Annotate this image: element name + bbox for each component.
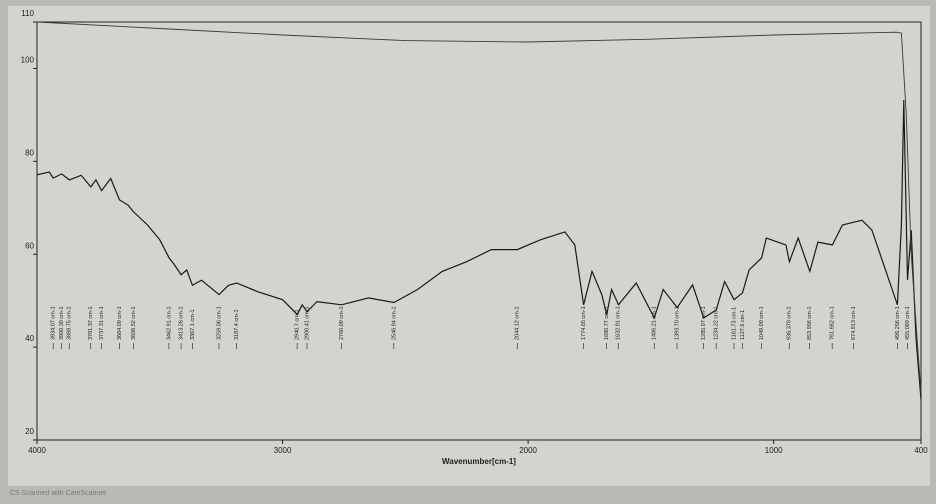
- x-tick-label: 400: [914, 446, 928, 455]
- peak-label: 3462.91 cm-1: [166, 306, 172, 340]
- peak-label: 3900.30 cm-1: [59, 306, 65, 340]
- y-tick-label: 100: [21, 56, 35, 65]
- peak-label: 3259.06 cm-1: [216, 306, 222, 340]
- y-tick-label: 80: [25, 148, 34, 157]
- peak-label: 455.089 cm-1: [905, 306, 911, 340]
- x-tick-label: 1000: [765, 446, 783, 455]
- chart: Wavenumber[cm-1] CS Scanned with CamScan…: [0, 0, 936, 499]
- y-tick-label: 60: [25, 241, 34, 250]
- y-tick-label: 40: [25, 334, 34, 343]
- page: {"chart_data": {"type": "line", "xlabel"…: [0, 0, 936, 499]
- peak-label: 1127.6 cm-1: [740, 310, 746, 340]
- peak-label: 3413.26 cm-1: [179, 306, 185, 340]
- peak-label: 3367.1 cm-1: [190, 309, 196, 340]
- y-tick-label: 110: [21, 9, 34, 18]
- peak-label: 1632.91 cm-1: [616, 306, 622, 340]
- peak-label: 3934.07 cm-1: [51, 306, 57, 340]
- x-tick-label: 3000: [274, 446, 292, 455]
- peak-label: 3187.4 cm-1: [234, 309, 240, 340]
- footer: CS Scanned with CamScanner: [10, 490, 107, 497]
- peak-label: 2760.09 cm-1: [339, 306, 345, 340]
- x-tick-label: 4000: [28, 446, 46, 455]
- peak-label: 761.662 cm-1: [830, 306, 836, 340]
- peak-label: 3868.75 cm-1: [67, 306, 73, 340]
- peak-label: 3781.37 cm-1: [88, 306, 94, 340]
- peak-label: 3606.52 cm-1: [131, 306, 137, 340]
- peak-label: 2900.41 cm-1: [304, 306, 310, 340]
- peak-label: 2940.7 cm-1: [295, 309, 301, 340]
- peak-label: 2546.94 cm-1: [391, 306, 397, 340]
- peak-label: 1161.73 cm-1: [731, 307, 737, 340]
- peak-label: 1774.05 cm-1: [581, 306, 587, 340]
- peak-label: 3737.31 cm-1: [99, 306, 105, 340]
- peak-label: 936.370 cm-1: [787, 306, 793, 340]
- peak-label: 1680.77 cm-1: [604, 306, 610, 340]
- peak-label: 496.256 cm-1: [895, 306, 901, 340]
- x-tick-label: 2000: [519, 446, 537, 455]
- peak-label: 1486.21 cm-1: [652, 306, 658, 340]
- paper: [8, 6, 930, 486]
- peak-label: 1234.22 cm-1: [714, 306, 720, 340]
- peak-label: 674.913 cm-1: [851, 306, 857, 340]
- peak-label: 2044.12 cm-1: [515, 306, 521, 340]
- peak-label: 1049.09 cm-1: [759, 306, 765, 340]
- peak-label: 3664.09 cm-1: [117, 306, 123, 340]
- peak-label: 853.956 cm-1: [807, 306, 813, 340]
- peak-label: 1285.97 cm-1: [701, 306, 707, 340]
- x-axis-label: Wavenumber[cm-1]: [442, 457, 516, 466]
- y-tick-label: 20: [25, 427, 34, 436]
- peak-label: 1393.70 cm-1: [674, 306, 680, 340]
